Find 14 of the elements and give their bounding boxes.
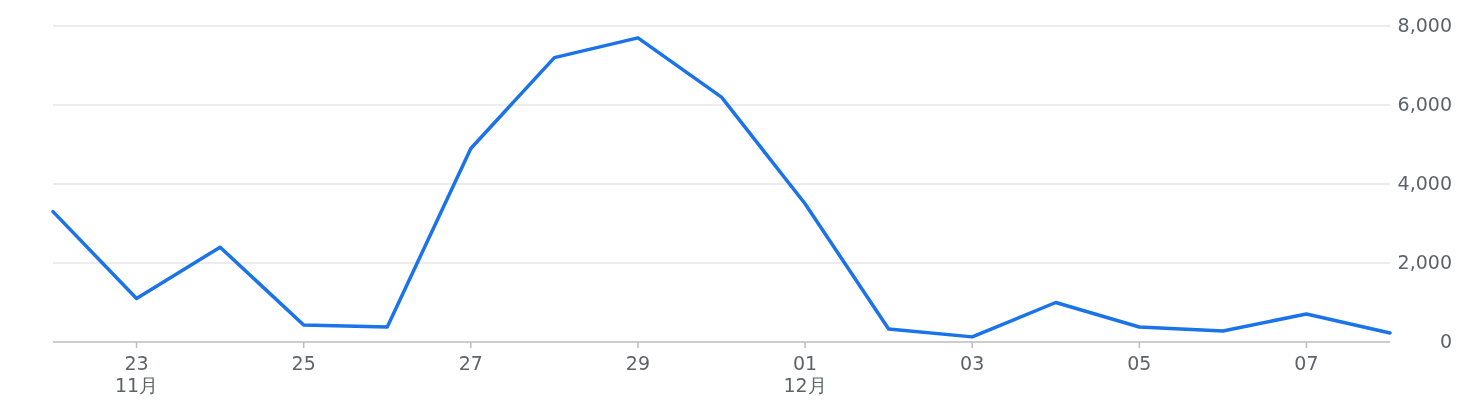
x-tick-label: 25 [291, 352, 316, 374]
x-tick-label: 01 12月 [783, 352, 827, 396]
x-tick-label: 27 [458, 352, 483, 374]
y-tick-label: 4,000 [1397, 171, 1452, 194]
x-tick-label: 05 [1127, 352, 1152, 374]
line-series [51, 36, 1392, 339]
x-tick-label: 07 [1294, 352, 1319, 374]
y-tick-label: 2,000 [1397, 250, 1452, 273]
x-tick-label: 29 [625, 352, 651, 374]
x-tick-label: 23 11月 [114, 352, 159, 396]
y-tick-label: 8,000 [1397, 13, 1452, 36]
y-tick-label: 0 [1439, 329, 1452, 352]
y-tick-label: 6,000 [1397, 92, 1452, 115]
x-tick-label: 03 [960, 352, 985, 374]
